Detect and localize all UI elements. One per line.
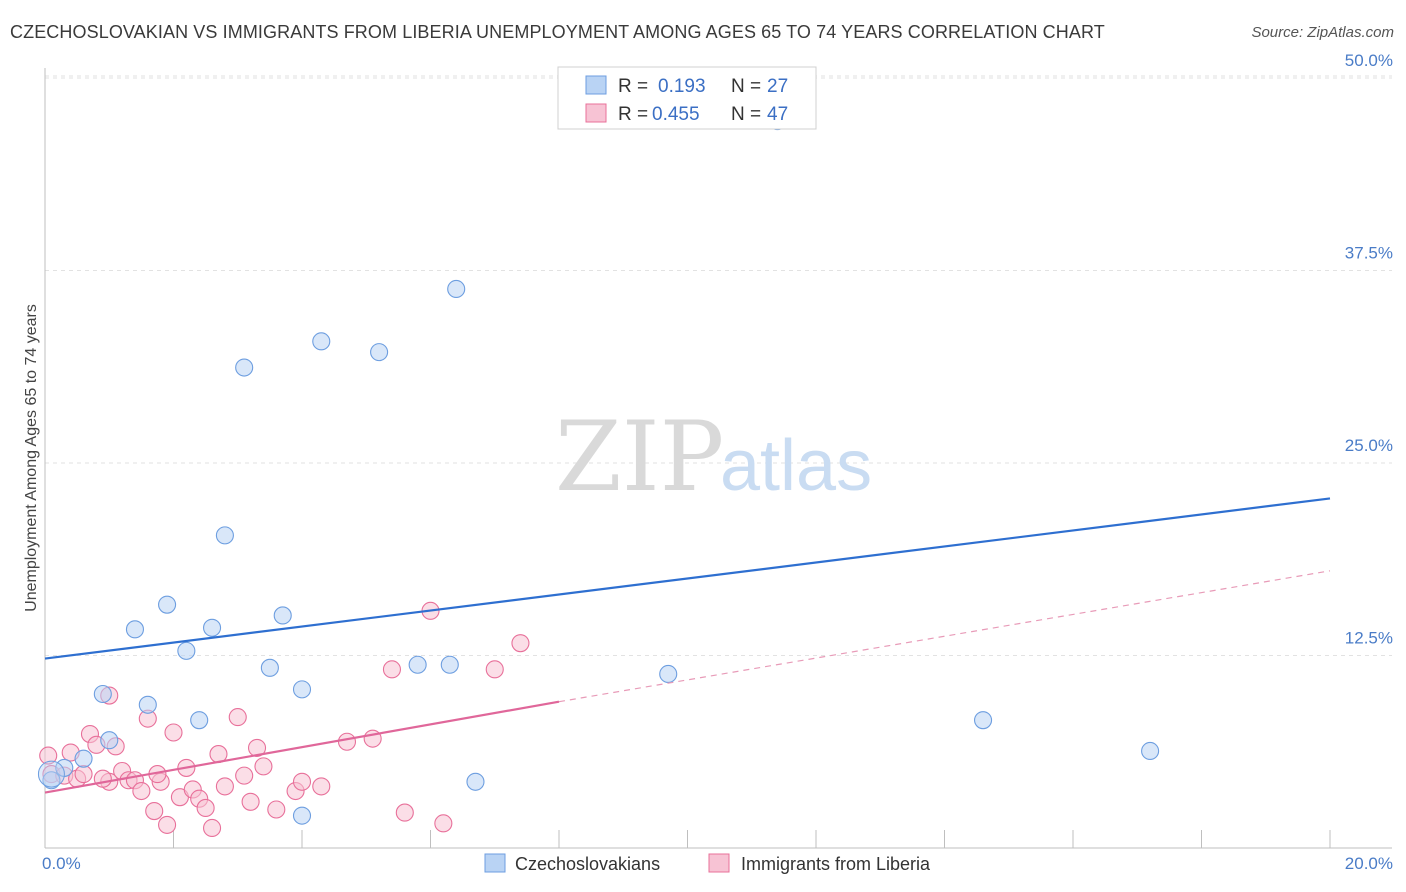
legend-n-value-1: 27 <box>767 76 788 97</box>
point-liberia <box>74 765 93 784</box>
trend-line-liberia-extension <box>558 570 1331 703</box>
point-liberia <box>292 772 312 791</box>
chart-title: CZECHOSLOVAKIAN VS IMMIGRANTS FROM LIBER… <box>10 22 1105 42</box>
point-czech <box>447 279 466 299</box>
y-tick-labels: 12.5% 25.0% 37.5% 50.0% <box>1345 51 1393 648</box>
x-tick-labels: 0.0% 20.0% <box>42 854 1393 873</box>
legend-n-value-2: 47 <box>767 104 788 125</box>
point-liberia <box>145 801 164 821</box>
point-czech <box>973 711 993 730</box>
point-liberia <box>254 757 273 776</box>
legend-swatch-czech <box>585 75 607 95</box>
point-liberia <box>196 798 215 818</box>
bottom-legend-label-liberia: Immigrants from Liberia <box>741 854 931 874</box>
point-czech <box>273 606 292 625</box>
point-czech <box>312 332 331 351</box>
point-czech <box>466 772 485 791</box>
bottom-legend: Czechoslovakians Immigrants from Liberia <box>484 853 931 874</box>
point-czech <box>100 731 119 750</box>
point-czech <box>203 618 222 637</box>
point-czech <box>74 749 93 768</box>
point-liberia <box>337 732 357 751</box>
point-liberia <box>434 814 453 833</box>
point-liberia <box>241 792 260 811</box>
point-liberia <box>235 766 254 785</box>
y-tick-label: 37.5% <box>1345 244 1393 263</box>
axes <box>44 68 1392 849</box>
bottom-legend-swatch-liberia <box>708 853 730 873</box>
point-czech <box>125 620 144 639</box>
data-points <box>37 112 1160 838</box>
legend-n-label-1: N = <box>731 76 761 97</box>
point-liberia <box>39 746 58 765</box>
point-czech <box>1141 741 1160 761</box>
legend-swatch-liberia <box>585 103 607 123</box>
point-liberia <box>203 818 222 838</box>
bottom-legend-swatch-czech <box>484 853 506 873</box>
x-tick-label: 0.0% <box>42 854 81 873</box>
watermark: ZIP atlas <box>555 401 872 513</box>
point-liberia <box>485 660 504 679</box>
point-czech <box>659 664 678 684</box>
point-liberia <box>395 803 414 822</box>
legend-n-label-2: N = <box>731 104 761 125</box>
point-liberia <box>382 660 402 679</box>
y-tick-label: 25.0% <box>1345 436 1393 455</box>
point-liberia <box>93 769 112 788</box>
x-tick-label: 20.0% <box>1345 854 1393 873</box>
point-liberia <box>158 815 177 834</box>
point-czech <box>260 658 279 677</box>
point-czech <box>42 771 61 790</box>
point-czech <box>235 358 254 377</box>
point-czech <box>408 655 427 674</box>
trend-lines <box>44 497 1331 794</box>
point-liberia <box>312 777 331 796</box>
point-liberia <box>247 738 267 757</box>
source-label: Source: ZipAtlas.com <box>1251 24 1394 41</box>
point-liberia <box>267 800 286 819</box>
point-czech <box>158 595 177 614</box>
y-tick-label: 12.5% <box>1345 629 1393 648</box>
trend-line-liberia <box>44 700 560 794</box>
point-liberia <box>164 723 183 742</box>
watermark-zip-text: ZIP <box>555 401 724 513</box>
watermark-atlas-text: atlas <box>720 426 872 506</box>
y-axis-label: Unemployment Among Ages 65 to 74 years <box>23 304 40 612</box>
point-czech <box>370 343 389 362</box>
point-czech <box>190 711 209 730</box>
point-czech <box>177 641 196 660</box>
point-czech <box>292 680 312 699</box>
point-czech <box>292 806 312 825</box>
point-czech <box>37 760 65 788</box>
legend-r-label-2: R = <box>618 104 648 125</box>
bottom-legend-label-czech: Czechoslovakians <box>515 854 660 874</box>
point-czech <box>440 655 459 674</box>
legend-r-label-1: R = <box>618 76 648 97</box>
point-czech <box>215 526 234 545</box>
legend-r-value-2: 0.455 <box>652 104 700 125</box>
legend-r-value-1: 0.193 <box>658 76 706 97</box>
y-tick-label: 50.0% <box>1345 51 1393 70</box>
point-liberia <box>228 708 247 727</box>
point-czech <box>93 684 112 704</box>
trend-line-czech <box>44 497 1331 660</box>
point-czech <box>138 695 157 714</box>
point-liberia <box>511 634 530 653</box>
top-legend: R = 0.193 N = 27 R = 0.455 N = 47 <box>557 66 817 130</box>
point-liberia <box>215 777 234 796</box>
point-liberia <box>132 781 151 801</box>
